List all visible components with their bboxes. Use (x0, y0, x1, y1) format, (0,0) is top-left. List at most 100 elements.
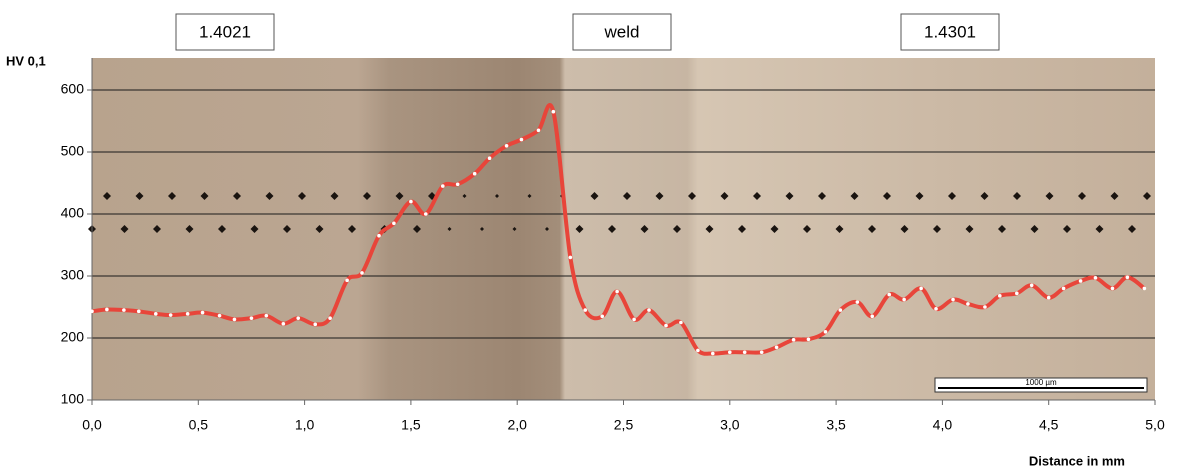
indent (185, 225, 194, 233)
indent (915, 192, 924, 200)
indent (298, 192, 306, 200)
indent (1063, 225, 1071, 233)
indent (512, 227, 517, 231)
indent (168, 192, 176, 200)
point (392, 221, 396, 226)
point (887, 292, 892, 297)
point (1110, 286, 1115, 291)
y-tick-label: 300 (61, 267, 85, 283)
indent (655, 192, 664, 200)
point (806, 337, 811, 342)
point (791, 338, 796, 342)
x-tick-label: 5,0 (1145, 417, 1165, 433)
indent (1045, 192, 1054, 200)
scale-bar-label: 1000 µm (1025, 378, 1057, 387)
x-axis-label: Distance in mm (1029, 453, 1125, 468)
indent (363, 192, 371, 200)
point (296, 316, 301, 320)
indent (575, 225, 584, 233)
point (966, 302, 970, 306)
point (600, 314, 605, 319)
indent (720, 192, 729, 200)
point (423, 212, 428, 216)
indent (590, 192, 599, 200)
indent (933, 225, 941, 233)
point (122, 308, 126, 312)
point (313, 322, 318, 327)
indent (1143, 192, 1151, 200)
indent (965, 225, 974, 233)
point (185, 312, 190, 316)
indent (462, 194, 467, 198)
indent (480, 227, 484, 231)
point (1046, 295, 1051, 300)
indent (545, 227, 549, 231)
annotation-box (175, 13, 275, 51)
indent (770, 225, 779, 233)
indent (495, 194, 499, 198)
indent (868, 225, 876, 233)
point (455, 182, 460, 187)
point (440, 184, 445, 188)
y-tick-label: 500 (61, 143, 85, 159)
point (632, 317, 636, 322)
y-tick-label: 600 (61, 81, 85, 97)
indent (233, 192, 241, 200)
indent (395, 192, 404, 200)
point (1078, 279, 1083, 283)
x-tick-label: 4,5 (1039, 417, 1059, 433)
point (710, 351, 715, 356)
indent (1030, 225, 1039, 233)
point (870, 314, 875, 319)
point (328, 316, 332, 320)
indent (998, 225, 1006, 233)
point (728, 350, 732, 355)
indent (120, 225, 129, 233)
point (504, 144, 509, 148)
point (1125, 275, 1130, 280)
point (168, 313, 173, 317)
point (774, 345, 779, 350)
micrograph (92, 58, 1155, 400)
point (983, 305, 987, 309)
indent (283, 225, 291, 233)
point (696, 348, 700, 353)
point (902, 297, 906, 302)
indent (705, 225, 714, 233)
indent (330, 192, 339, 200)
y-axis-label: HV 0,1 (6, 53, 46, 68)
point (536, 128, 541, 133)
x-tick-label: 4,0 (933, 417, 953, 433)
indent (803, 225, 811, 233)
point (249, 316, 254, 320)
indent (413, 225, 421, 233)
annotation-box (900, 13, 1000, 51)
indent (1095, 225, 1104, 233)
point (264, 313, 269, 318)
x-tick-label: 0,5 (189, 417, 209, 433)
x-tick-label: 2,5 (614, 417, 634, 433)
point (200, 310, 205, 315)
indent (850, 192, 859, 200)
indent (900, 225, 909, 233)
annotation: 1.4021 (199, 22, 251, 41)
indent (1110, 192, 1119, 200)
indent (265, 192, 274, 200)
indent (447, 227, 452, 231)
point (1142, 286, 1147, 291)
point (583, 308, 588, 312)
indent (673, 225, 681, 233)
point (679, 320, 683, 325)
point (568, 255, 573, 260)
point (1061, 286, 1066, 291)
point (90, 309, 94, 314)
point (1029, 283, 1034, 288)
indent (218, 225, 226, 233)
point (377, 233, 381, 238)
x-tick-label: 2,0 (507, 417, 527, 433)
point (951, 297, 955, 302)
x-tick-label: 0,0 (82, 417, 102, 433)
indent (785, 192, 794, 200)
